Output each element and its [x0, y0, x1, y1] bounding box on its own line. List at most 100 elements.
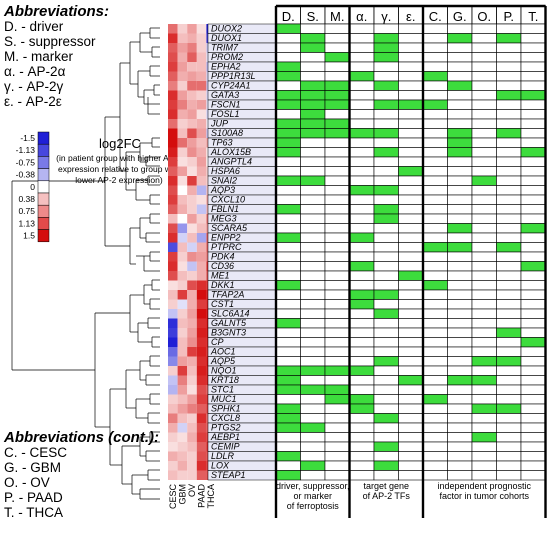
matrix-cell: [422, 308, 448, 319]
heatmap-cell: [187, 176, 197, 186]
matrix-cell: [275, 356, 301, 367]
heatmap-column-label: CESC: [168, 484, 178, 510]
matrix-cell-marked: [373, 413, 399, 424]
matrix-cell: [447, 346, 473, 357]
heatmap-cell: [168, 337, 178, 347]
matrix-cell: [324, 280, 350, 291]
heatmap-cell: [196, 119, 207, 129]
matrix-cell-marked: [373, 204, 399, 215]
heatmap-cell: [168, 461, 178, 471]
matrix-cell: [275, 441, 301, 452]
heatmap-cell: [177, 347, 188, 357]
abbreviation-item: G. - GBM: [4, 460, 61, 475]
matrix-cell: [520, 432, 546, 443]
matrix-cell: [324, 470, 350, 481]
matrix-cell: [398, 432, 424, 443]
matrix-cell: [520, 42, 546, 53]
heatmap-cell: [196, 271, 207, 281]
matrix-cell: [324, 223, 350, 234]
matrix-cell: [324, 460, 350, 471]
matrix-cell: [349, 384, 375, 395]
heatmap-cell: [168, 442, 178, 452]
matrix-cell: [471, 270, 497, 281]
matrix-cell: [373, 375, 399, 386]
matrix-cell: [422, 470, 448, 481]
heatmap-cell: [196, 347, 207, 357]
heatmap-cell: [168, 157, 178, 167]
matrix-cell: [349, 346, 375, 357]
dendrogram: [11, 27, 160, 500]
matrix-cell: [422, 223, 448, 234]
gene-label: S100A8: [211, 128, 243, 138]
matrix-cell: [300, 299, 326, 310]
matrix-cell: [373, 175, 399, 186]
matrix-cell: [422, 318, 448, 329]
matrix-cell-marked: [471, 432, 497, 443]
matrix-cell-marked: [275, 128, 301, 139]
matrix-cell-marked: [447, 147, 473, 158]
matrix-cell: [471, 52, 497, 63]
matrix-cell: [520, 394, 546, 405]
matrix-cell: [447, 175, 473, 186]
matrix-cell: [496, 346, 522, 357]
matrix-cell: [520, 413, 546, 424]
heatmap-cell: [196, 90, 207, 100]
matrix-cell: [422, 204, 448, 215]
heatmap-cell: [168, 290, 178, 300]
matrix-cell-marked: [275, 403, 301, 414]
matrix-cell: [398, 327, 424, 338]
matrix-cell: [373, 299, 399, 310]
matrix-cell: [373, 346, 399, 357]
matrix-cell: [398, 470, 424, 481]
heatmap-cell: [177, 81, 188, 91]
gene-label: LDLR: [211, 451, 235, 461]
matrix-cell: [324, 194, 350, 205]
matrix-cell: [422, 299, 448, 310]
matrix-cell: [275, 270, 301, 281]
matrix-cell-marked: [447, 375, 473, 386]
heatmap-column-label: PAAD: [197, 484, 207, 508]
heatmap-cell: [187, 470, 197, 480]
matrix-cell: [422, 128, 448, 139]
matrix-cell: [349, 147, 375, 158]
matrix-cell: [496, 232, 522, 243]
matrix-cell-marked: [300, 118, 326, 129]
heatmap-cell: [177, 119, 188, 129]
matrix-cell: [471, 394, 497, 405]
matrix-cell: [324, 33, 350, 44]
matrix-cell: [447, 413, 473, 424]
matrix-cell: [520, 213, 546, 224]
gene-label: DKK1: [211, 280, 235, 290]
legend-swatch: [37, 131, 50, 145]
matrix-cell: [471, 261, 497, 272]
matrix-cell-marked: [373, 460, 399, 471]
gene-label: AQP5: [210, 356, 236, 366]
matrix-cell: [422, 23, 448, 34]
matrix-cell: [373, 166, 399, 177]
matrix-cell: [398, 261, 424, 272]
heatmap-cell: [168, 385, 178, 395]
matrix-cell-marked: [471, 403, 497, 414]
heatmap-cell: [187, 204, 197, 214]
matrix-cell: [496, 156, 522, 167]
matrix-cell: [520, 451, 546, 462]
matrix-cell: [471, 42, 497, 53]
matrix-cell-marked: [275, 451, 301, 462]
matrix-cell-marked: [300, 175, 326, 186]
matrix-cell: [422, 80, 448, 91]
matrix-cell: [398, 185, 424, 196]
matrix-cell: [422, 52, 448, 63]
matrix-cell: [471, 460, 497, 471]
matrix-cell: [520, 109, 546, 120]
matrix-cell: [520, 128, 546, 139]
matrix-cell: [471, 441, 497, 452]
matrix-cell: [373, 194, 399, 205]
matrix-cell: [471, 308, 497, 319]
heatmap-cell: [177, 52, 188, 62]
heatmap-cell: [177, 195, 188, 205]
matrix-cell: [422, 156, 448, 167]
heatmap-cell: [187, 442, 197, 452]
matrix-cell: [349, 137, 375, 148]
matrix-cell: [496, 308, 522, 319]
heatmap-cell: [196, 423, 207, 433]
